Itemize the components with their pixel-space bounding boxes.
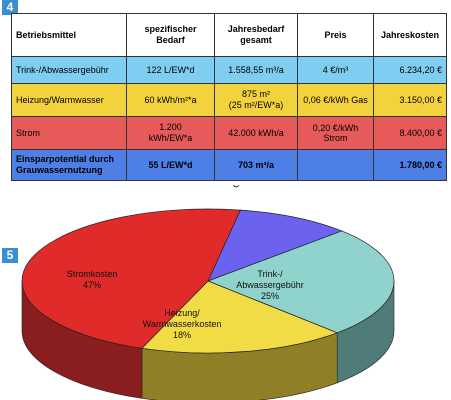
row-bedarf: 1.200 kWh/EW*a [126,116,215,150]
pie-label-line: Heizung/ [164,308,200,318]
row-bedarf: 122 L/EW*d [126,56,215,84]
pie-label-line: Trink-/ [257,269,283,279]
total-name: Einsparpotential durch Grauwassernutzung [11,149,127,181]
row-bedarf: 60 kWh/m²*a [126,83,215,117]
table-row: Strom 1.200 kWh/EW*a 42.000 kWh/a 0,20 €… [11,116,447,150]
header-spezifischer-bedarf: spezifischer Bedarf [126,13,215,57]
table-total-row: Einsparpotential durch Grauwassernutzung… [11,149,447,181]
row-preis: 0,06 €/kWh Gas [297,83,374,117]
row-preis: 0,20 €/kWh Strom [297,116,374,150]
header-preis: Preis [297,13,374,57]
pie-label-0: Einsparpotential mitGEP-Grauwasseranlage… [221,185,297,195]
row-jahresbedarf-line1: 875 m² [241,89,270,99]
pie-slices [21,208,395,354]
total-jahresbedarf: 703 m³/a [214,149,298,181]
figure-number-4: 4 [2,0,18,15]
row-name: Heizung/Warmwasser [11,83,127,117]
pie-label-line: 47% [83,280,101,290]
row-preis: 4 €/m³ [297,56,374,84]
row-jahresbedarf-line2: (25 m²/EW*a) [228,100,284,110]
pie-label-line: Stromkosten [67,269,118,279]
pie-label-3: Stromkosten 47% [67,269,118,290]
row-bedarf-line2: kWh/EW*a [148,133,193,143]
total-name-line2: Grauwassernutzung [16,165,103,175]
row-jahresbedarf: 42.000 kWh/a [214,116,298,150]
pie-label-line: Warmwasserkosten [143,319,222,329]
row-kosten: 3.150,00 € [373,83,447,117]
table-row: Trink-/Abwassergebühr 122 L/EW*d 1.558,5… [11,56,447,84]
table-header-row: Betriebsmittel spezifischer Bedarf Jahre… [11,13,447,57]
total-preis [297,149,374,181]
row-kosten: 8.400,00 € [373,116,447,150]
header-betriebsmittel: Betriebsmittel [11,13,127,57]
table-row: Heizung/Warmwasser 60 kWh/m²*a 875 m² (2… [11,83,447,117]
row-bedarf-line1: 1.200 [159,122,182,132]
figure-number-5: 5 [2,248,18,263]
pie-slice-1 [207,230,395,334]
header-jahresbedarf: Jahresbedarf gesamt [214,13,298,57]
pie-label-2: Heizung/Warmwasserkosten 18% [143,308,222,340]
pie-slice-3 [21,208,241,349]
pie-label-line: 25% [261,291,279,301]
pie-label-1: Trink-/Abwassergebühr 25% [236,269,304,301]
total-bedarf: 55 L/EW*d [126,149,215,181]
pie-slice-0 [207,209,343,282]
row-kosten: 6.234,20 € [373,56,447,84]
cost-table: Betriebsmittel spezifischer Bedarf Jahre… [11,13,447,181]
row-jahresbedarf: 875 m² (25 m²/EW*a) [214,83,298,117]
header-jahreskosten: Jahreskosten [373,13,447,57]
pie-label-line: 18% [173,330,191,340]
total-name-line1: Einsparpotential durch [16,154,115,164]
total-kosten: 1.780,00 € [373,149,447,181]
pie-label-line: Abwassergebühr [236,280,304,290]
row-name: Trink-/Abwassergebühr [11,56,127,84]
pie-label-line: GEP-Grauwasseranlage [230,185,287,190]
row-jahresbedarf: 1.558,55 m³/a [214,56,298,84]
pie-chart: Einsparpotential mitGEP-Grauwasseranlage… [21,185,395,400]
row-name: Strom [11,116,127,150]
